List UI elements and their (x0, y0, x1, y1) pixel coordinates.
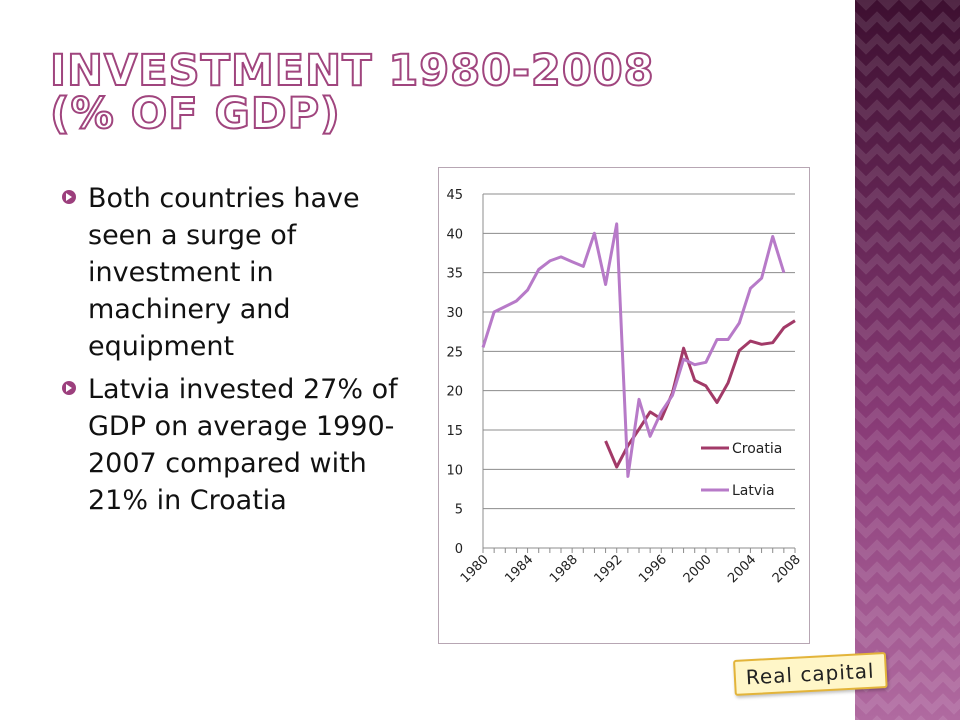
y-tick-label: 15 (446, 424, 463, 439)
legend-label-croatia: Croatia (732, 441, 782, 457)
x-tick-label: 1980 (458, 552, 492, 586)
bullet-item-1: Both countries have seen a surge of inve… (62, 180, 402, 365)
badge-label: Real capital (745, 658, 876, 690)
y-tick-label: 10 (446, 463, 463, 478)
x-tick-label: 1984 (502, 552, 536, 586)
x-tick-label: 1996 (636, 552, 670, 586)
legend-label-latvia: Latvia (732, 483, 775, 499)
y-tick-label: 40 (446, 227, 463, 242)
bullet-list: Both countries have seen a surge of inve… (62, 180, 402, 525)
y-tick-label: 30 (446, 306, 463, 321)
decorative-side-band (855, 0, 960, 720)
series-line-latvia (481, 222, 786, 478)
y-tick-label: 25 (446, 345, 463, 360)
y-tick-label: 5 (455, 503, 463, 518)
x-tick-label: 1988 (547, 552, 581, 586)
bullet-text-1: Both countries have seen a surge of inve… (88, 183, 360, 362)
bullet-item-2: Latvia invested 27% of GDP on average 19… (62, 371, 402, 519)
x-tick-label: 2004 (725, 552, 759, 586)
bullet-arrow-icon (62, 381, 76, 395)
chart-svg: 0 5 10 15 20 25 30 35 40 45 1980 1984 1988 1992 1996 20… (446, 188, 804, 586)
x-tick-label: 2000 (681, 552, 715, 586)
y-tick-label: 45 (446, 188, 463, 203)
slide-title: Investment 1980-2008 (% of GDP) (49, 46, 840, 139)
y-tick-label: 35 (446, 267, 463, 282)
x-tick-label: 1992 (592, 552, 626, 586)
title-line-2: (% of GDP) (49, 89, 341, 139)
bullet-arrow-icon (62, 190, 76, 204)
investment-line-chart: 0 5 10 15 20 25 30 35 40 45 1980 1984 1988 1992 1996 20… (438, 167, 810, 644)
title-line-1: Investment 1980-2008 (49, 46, 655, 96)
bullet-text-2: Latvia invested 27% of GDP on average 19… (88, 374, 398, 516)
y-tick-label: 20 (446, 385, 463, 400)
y-tick-label: 0 (455, 542, 463, 557)
series-line-croatia (604, 319, 796, 469)
x-tick-label: 2008 (770, 552, 804, 586)
